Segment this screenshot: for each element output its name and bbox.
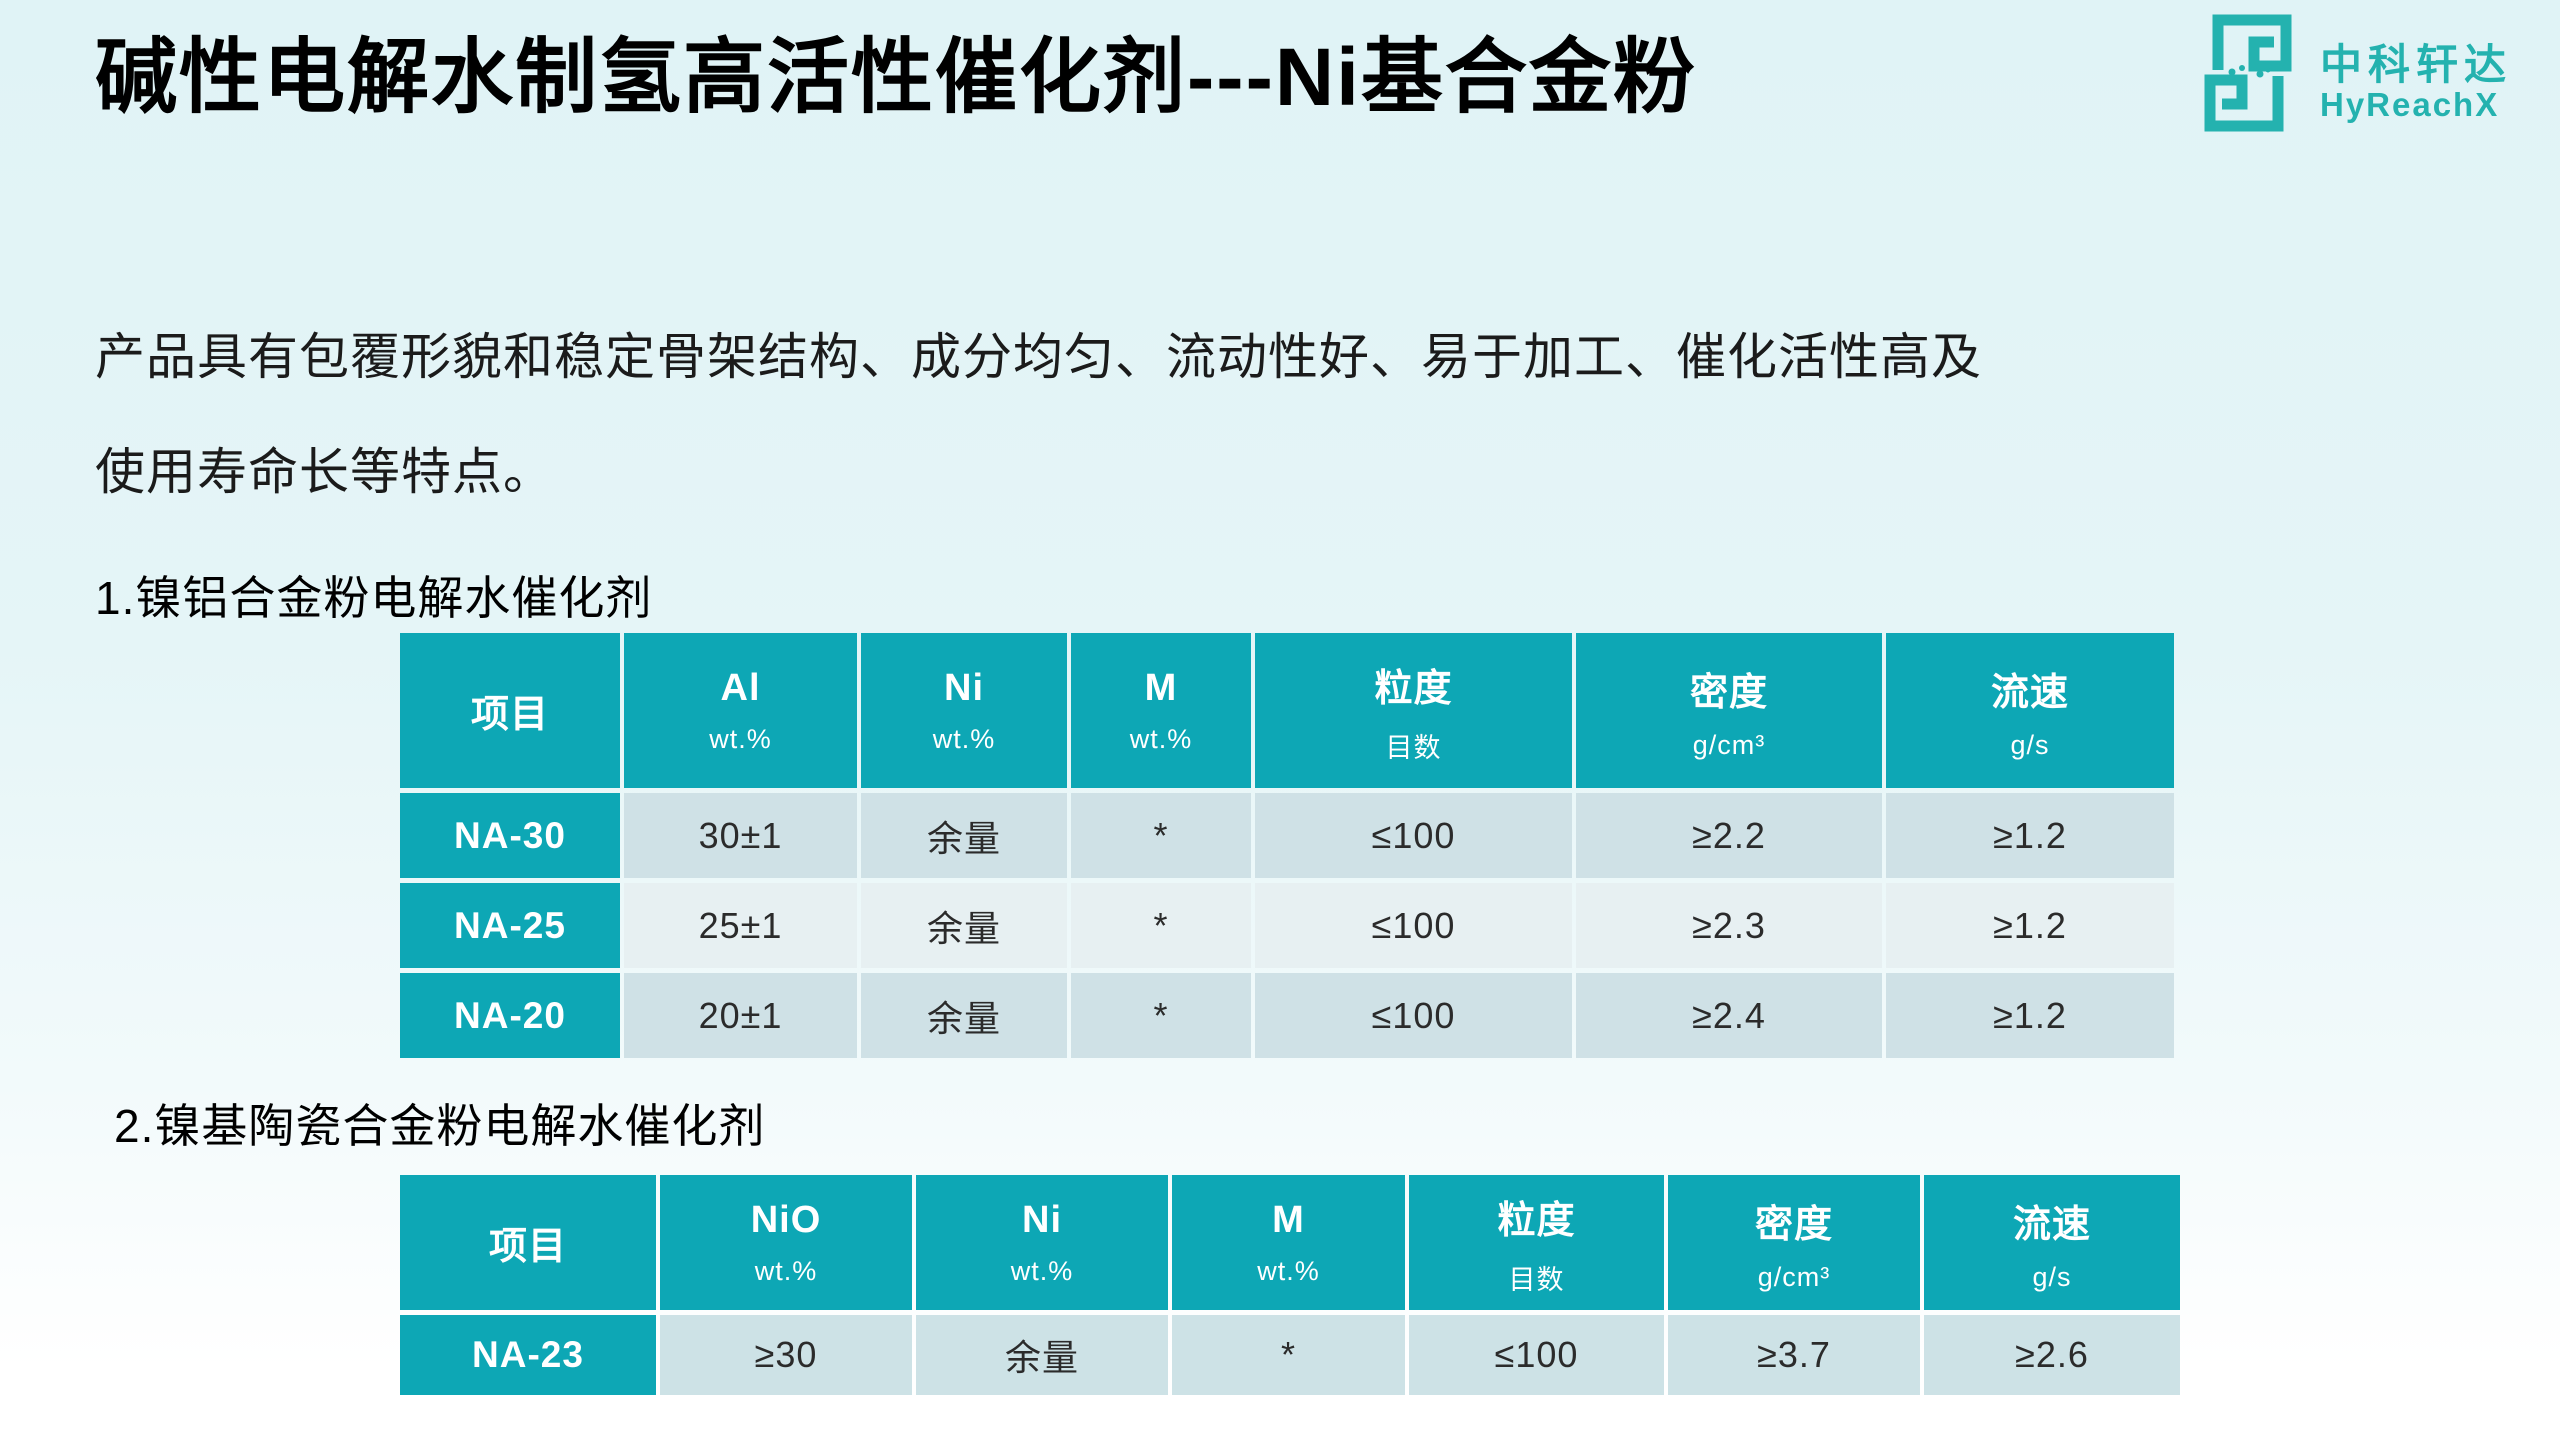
table-nickel-aluminum: 项目 Al wt.% Ni wt.% M wt.% 粒度 目数 密度 g/cm³…: [400, 633, 2174, 1058]
table-header-cell: 流速 g/s: [1886, 633, 2174, 788]
table-cell: 余量: [861, 883, 1067, 968]
table-cell: 20±1: [624, 973, 857, 1058]
intro-line-1: 产品具有包覆形貌和稳定骨架结构、成分均匀、流动性好、易于加工、催化活性高及: [95, 329, 1982, 385]
table-header-cell: 流速 g/s: [1924, 1175, 2180, 1310]
table-header-cell: NiO wt.%: [660, 1175, 912, 1310]
table-cell: ≤100: [1255, 793, 1572, 878]
table-cell: ≥2.6: [1924, 1315, 2180, 1395]
intro-line-2: 使用寿命长等特点。: [95, 444, 554, 500]
table-header-cell: 粒度 目数: [1409, 1175, 1664, 1310]
table-cell: *: [1071, 883, 1251, 968]
table-cell: 余量: [916, 1315, 1168, 1395]
table-cell: ≥1.2: [1886, 973, 2174, 1058]
section-2-label: 2.镍基陶瓷合金粉电解水催化剂: [114, 1100, 766, 1152]
table-nickel-ceramic: 项目 NiO wt.% Ni wt.% M wt.% 粒度 目数 密度 g/cm…: [400, 1175, 2180, 1395]
table-header-cell: Ni wt.%: [916, 1175, 1168, 1310]
hyreachx-logo-icon: [2204, 14, 2292, 132]
table-header-cell: 项目: [400, 633, 620, 788]
table-header-cell: 密度 g/cm³: [1576, 633, 1882, 788]
table-cell: ≤100: [1255, 973, 1572, 1058]
table-header-cell: 粒度 目数: [1255, 633, 1572, 788]
table-header-cell: M wt.%: [1172, 1175, 1405, 1310]
logo-en-name: HyReachX: [2319, 86, 2500, 123]
logo-cn-name: 中科轩达: [2319, 41, 2512, 88]
page-title: 碱性电解水制氢高活性催化剂---Ni基合金粉: [95, 32, 1697, 123]
table-header-cell: Al wt.%: [624, 633, 857, 788]
table-cell: ≥2.2: [1576, 793, 1882, 878]
table-cell-item: NA-30: [400, 793, 620, 878]
table-cell: ≤100: [1255, 883, 1572, 968]
table-header-cell: 密度 g/cm³: [1668, 1175, 1920, 1310]
section-1-label: 1.镍铝合金粉电解水催化剂: [95, 572, 653, 624]
table-cell: 余量: [861, 793, 1067, 878]
table-cell: 30±1: [624, 793, 857, 878]
table-cell: ≥2.4: [1576, 973, 1882, 1058]
table-cell: *: [1071, 973, 1251, 1058]
table-cell-item: NA-20: [400, 973, 620, 1058]
table-cell-item: NA-23: [400, 1315, 656, 1395]
table-cell-item: NA-25: [400, 883, 620, 968]
table-cell: ≥2.3: [1576, 883, 1882, 968]
company-logo: 中科轩达 HyReachX: [2198, 8, 2512, 138]
table-cell: ≥1.2: [1886, 793, 2174, 878]
table-header-cell: M wt.%: [1071, 633, 1251, 788]
table-header-cell: 项目: [400, 1175, 656, 1310]
table-cell: *: [1071, 793, 1251, 878]
table-cell: 余量: [861, 973, 1067, 1058]
table-cell: ≥1.2: [1886, 883, 2174, 968]
logo-text: 中科轩达 HyReachX: [2320, 44, 2512, 124]
table-cell: ≥3.7: [1668, 1315, 1920, 1395]
table-cell: 25±1: [624, 883, 857, 968]
table-cell: ≤100: [1409, 1315, 1664, 1395]
table-cell: *: [1172, 1315, 1405, 1395]
table-header-cell: Ni wt.%: [861, 633, 1067, 788]
table-cell: ≥30: [660, 1315, 912, 1395]
intro-paragraph: 产品具有包覆形貌和稳定骨架结构、成分均匀、流动性好、易于加工、催化活性高及 使用…: [95, 300, 2495, 530]
